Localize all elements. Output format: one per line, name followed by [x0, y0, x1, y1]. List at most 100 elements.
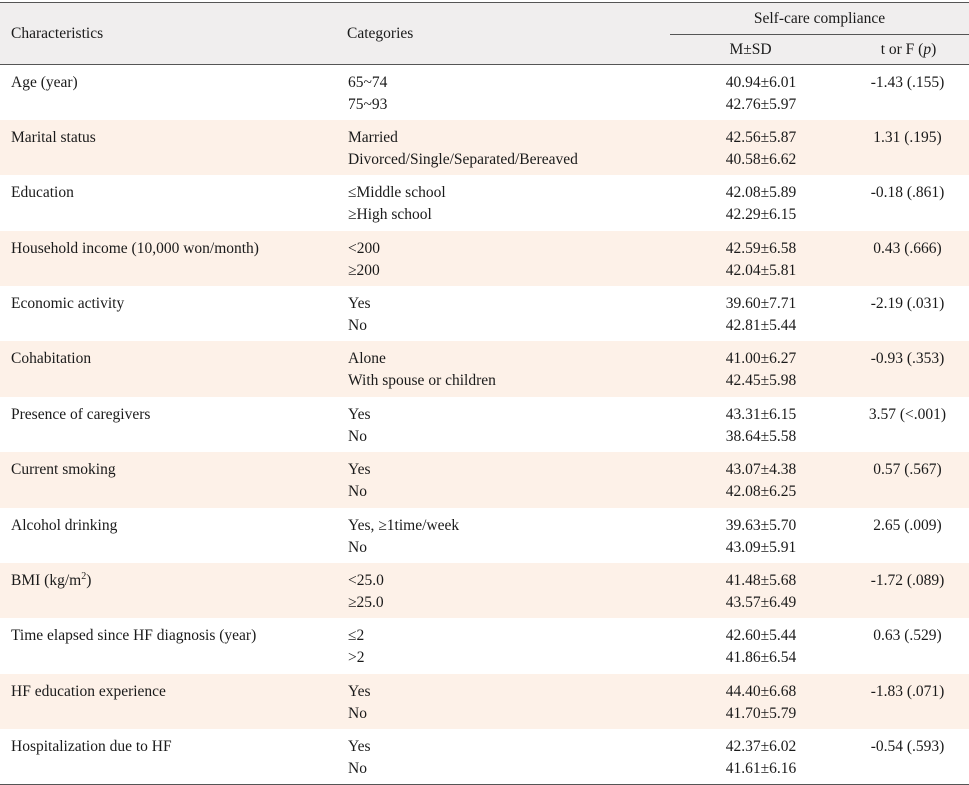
characteristic-label: Hospitalization due to HF	[11, 738, 172, 756]
categories-cell: <200 ≥200	[336, 230, 670, 287]
characteristic-label: Cohabitation	[11, 350, 92, 368]
table-row: Economic activity Yes No 39.60±7.71 42.81±5.…	[0, 286, 969, 341]
category-label: Yes	[348, 461, 371, 479]
stat-value: 1.31 (.195)	[831, 119, 969, 176]
msd-cell: 43.07±4.38 42.08±6.25	[670, 452, 831, 508]
header-msd: M±SD	[670, 34, 831, 65]
stat-value: 3.57 (<.001)	[868, 405, 947, 423]
stat-value: -1.72 (.089)	[831, 563, 969, 619]
characteristic-cell: HF education experience	[0, 673, 336, 730]
header-characteristics: Characteristics	[0, 2, 336, 65]
table-row: Time elapsed since HF diagnosis (year) ≤2…	[0, 618, 969, 673]
msd-value: 43.31±6.15	[725, 405, 797, 423]
msd-cell: 43.31±6.15 38.64±5.58	[670, 397, 831, 452]
category-label: ≤2	[348, 627, 365, 645]
categories-cell: <25.0 ≥25.0	[336, 563, 670, 619]
msd-value: 42.37±6.02	[725, 738, 797, 756]
table-row: Household income (10,000 won/month) <200 ≥…	[0, 230, 969, 287]
stat-value: -0.93 (.353)	[831, 341, 969, 397]
characteristic-cell: Economic activity	[0, 286, 336, 341]
header-t-or-f: t or F (p)	[831, 34, 969, 65]
category-label: No	[348, 317, 367, 335]
superscript: 2	[81, 570, 87, 582]
msd-value: 42.08±6.25	[725, 483, 797, 501]
table-row: Age (year) 65~74 75~93 40.94±6.01 42.76±5.97…	[0, 65, 969, 120]
stat-value: -2.19 (.031)	[870, 295, 945, 313]
category-label: ≥200	[348, 261, 380, 279]
msd-cell: 42.59±6.58 42.04±5.81	[670, 230, 831, 287]
categories-cell: ≤Middle school ≥High school	[336, 175, 670, 230]
table-header: Characteristics Categories Self-care com…	[0, 2, 969, 65]
msd-value: 40.94±6.01	[725, 74, 797, 91]
category-label: >2	[348, 649, 365, 667]
characteristic-cell: Hospitalization due to HF	[0, 729, 336, 784]
category-label: ≥25.0	[348, 594, 384, 612]
msd-cell: 40.94±6.01 42.76±5.97	[670, 65, 831, 120]
characteristic-cell: Household income (10,000 won/month)	[0, 230, 336, 287]
stat-value: -0.18 (.861)	[870, 184, 945, 202]
stat-value: -0.54 (.593)	[870, 738, 945, 756]
table-row: BMI (kg/m2) <25.0 ≥25.0 41.48±5.68 43.57±6.4…	[0, 563, 969, 619]
header-self-care-compliance: Self-care compliance	[670, 2, 969, 35]
category-label: Divorced/Single/Separated/Bereaved	[348, 150, 578, 168]
table-row: Current smoking Yes No 43.07±4.38 42.08±6.25…	[0, 452, 969, 508]
characteristic-label: HF education experience	[11, 682, 166, 700]
msd-value: 38.64±5.58	[725, 427, 797, 445]
characteristic-cell: Age (year)	[0, 65, 336, 120]
characteristic-label: Household income (10,000 won/month)	[11, 239, 259, 257]
characteristic-label: Age (year)	[11, 74, 78, 91]
msd-cell: 42.56±5.87 40.58±6.62	[670, 119, 831, 176]
msd-value: 42.81±5.44	[725, 317, 797, 335]
msd-value: 41.61±6.16	[725, 760, 797, 778]
category-label: ≤Middle school	[348, 184, 446, 202]
stat-value: 2.65 (.009)	[873, 516, 942, 534]
msd-value: 42.76±5.97	[725, 96, 797, 113]
table-row: Education ≤Middle school ≥High school 42.08…	[0, 175, 969, 230]
characteristic-label: Marital status	[11, 128, 96, 146]
msd-cell: 42.37±6.02 41.61±6.16	[670, 729, 831, 784]
categories-cell: 65~74 75~93	[336, 65, 670, 120]
table-row: Alcohol drinking Yes, ≥1time/week No 39.63±…	[0, 508, 969, 563]
characteristic-cell: Alcohol drinking	[0, 508, 336, 563]
msd-cell: 42.60±5.44 41.86±6.54	[670, 618, 831, 673]
msd-value: 42.59±6.58	[725, 239, 797, 257]
categories-cell: Yes No	[336, 673, 670, 730]
characteristic-label: BMI (kg/m	[11, 572, 82, 590]
msd-value: 43.09±5.91	[725, 538, 797, 556]
msd-cell: 39.63±5.70 43.09±5.91	[670, 508, 831, 563]
msd-value: 43.07±4.38	[725, 461, 797, 479]
characteristic-label: Economic activity	[11, 295, 125, 313]
table-body: Age (year) 65~74 75~93 40.94±6.01 42.76±5.97…	[0, 65, 969, 785]
category-label: Yes	[348, 405, 371, 423]
msd-cell: 44.40±6.68 41.70±5.79	[670, 673, 831, 730]
category-label: Married	[348, 128, 398, 146]
categories-cell: Yes No	[336, 452, 670, 508]
characteristic-cell: Time elapsed since HF diagnosis (year)	[0, 618, 336, 673]
msd-value: 44.40±6.68	[725, 682, 797, 700]
category-label: Yes, ≥1time/week	[348, 516, 460, 534]
msd-value: 40.58±6.62	[725, 150, 797, 168]
categories-cell: Married Divorced/Single/Separated/Bereave…	[336, 119, 670, 176]
characteristic-suffix: )	[86, 572, 92, 590]
header-categories: Categories	[336, 2, 670, 65]
table-row: Hospitalization due to HF Yes No 42.37±6.02…	[0, 729, 969, 785]
msd-value: 43.57±6.49	[725, 594, 797, 612]
msd-value: 41.70±5.79	[725, 704, 797, 722]
category-label: No	[348, 483, 367, 501]
table-row: Presence of caregivers Yes No 43.31±6.15 38.…	[0, 397, 969, 452]
characteristic-cell: Cohabitation	[0, 341, 336, 397]
stat-value: 0.57 (.567)	[831, 452, 969, 508]
category-label: Yes	[348, 295, 371, 313]
stat-value: 0.43 (.666)	[831, 230, 969, 287]
characteristic-cell: Marital status	[0, 119, 336, 176]
characteristic-cell: Current smoking	[0, 452, 336, 508]
characteristic-label: Presence of caregivers	[11, 405, 151, 423]
categories-cell: Yes No	[336, 397, 670, 452]
categories-cell: Yes No	[336, 729, 670, 784]
categories-cell: Yes No	[336, 286, 670, 341]
table-row: Marital status Married Divorced/Single/Sep…	[0, 119, 969, 176]
category-label: No	[348, 427, 367, 445]
categories-cell: Yes, ≥1time/week No	[336, 508, 670, 563]
characteristic-cell: BMI (kg/m2)	[0, 563, 336, 619]
